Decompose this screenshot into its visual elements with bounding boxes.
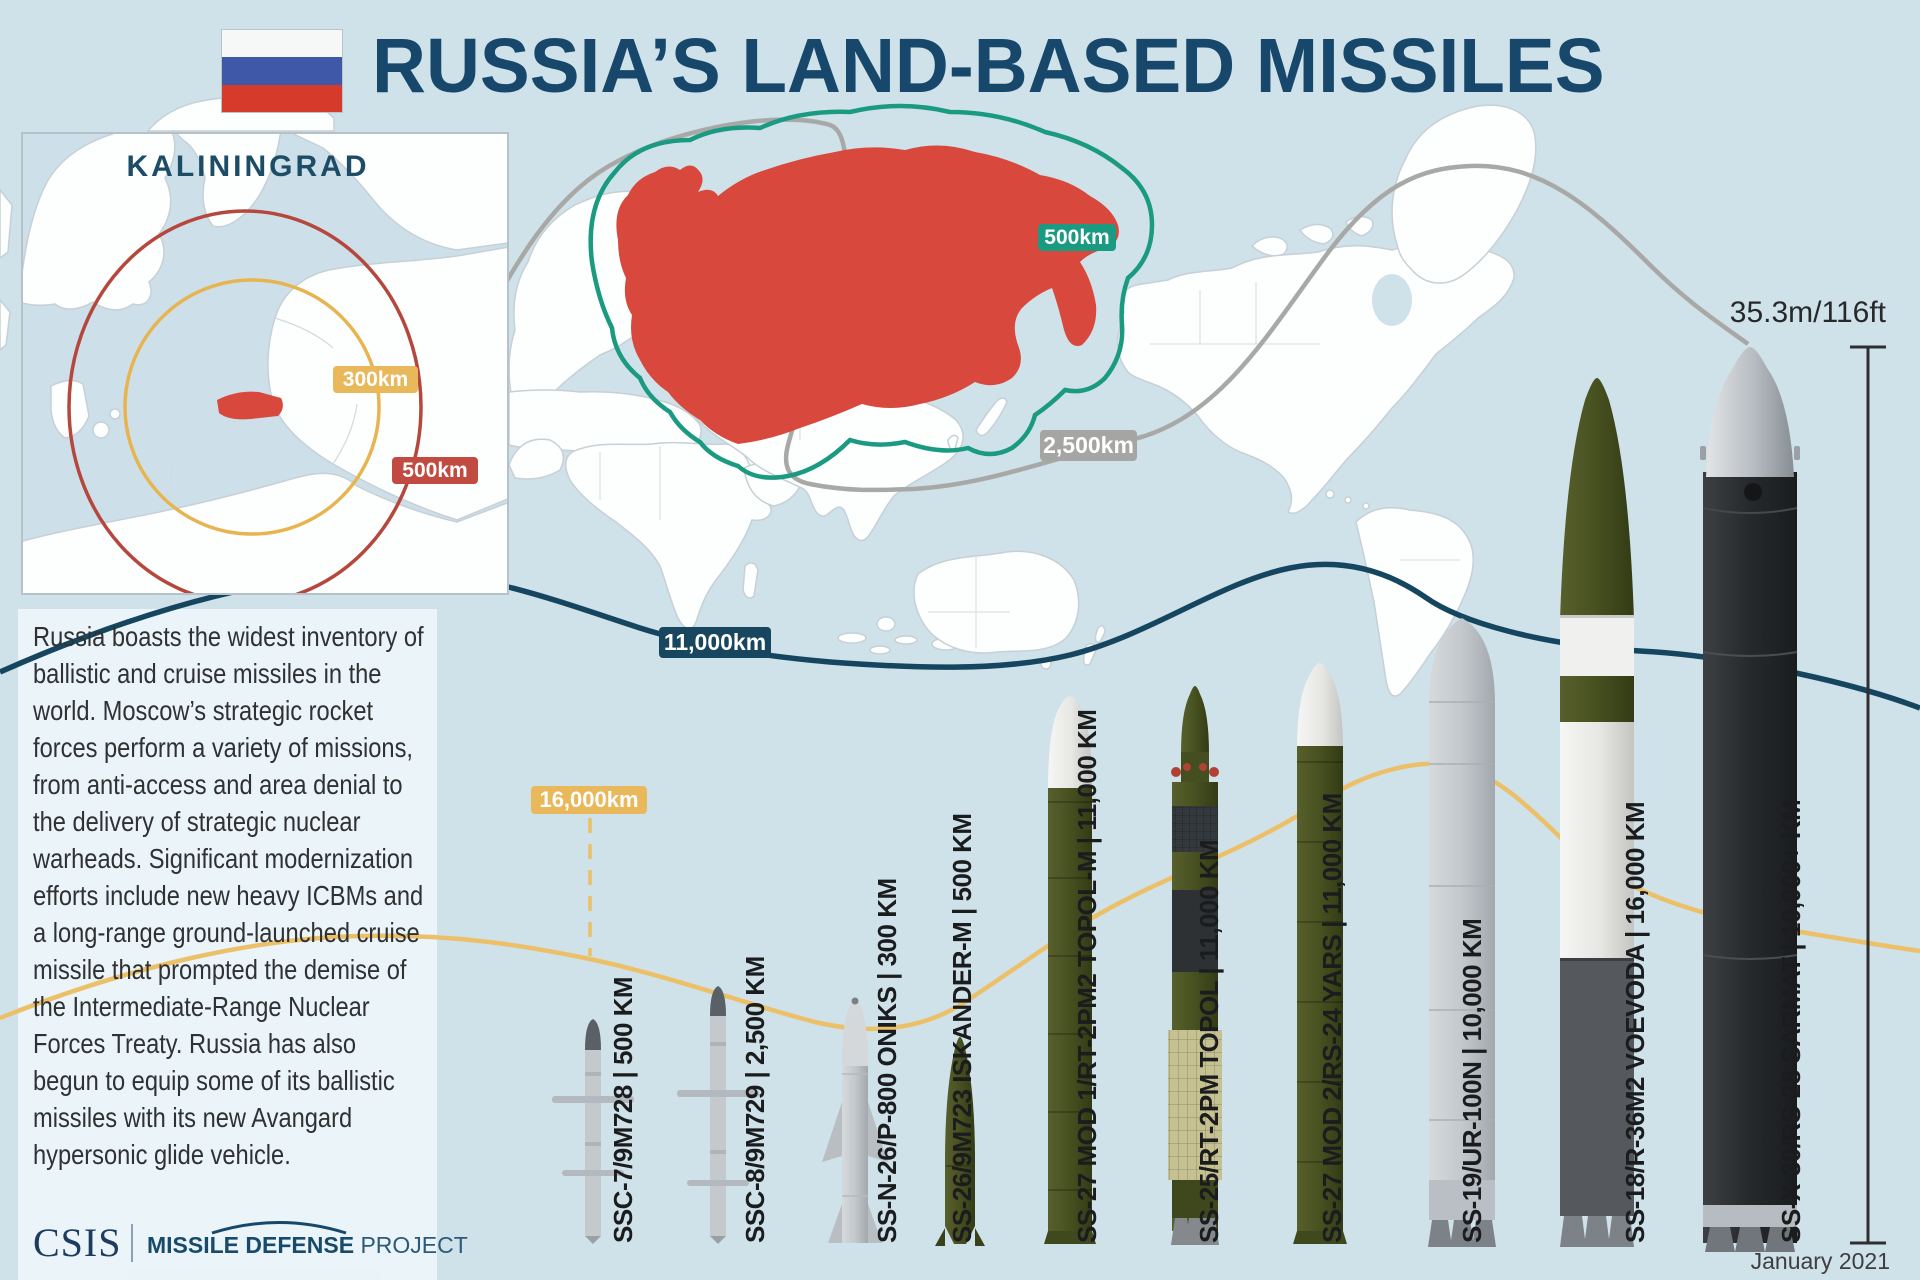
flag-blue-stripe xyxy=(222,57,342,85)
russia-landmass xyxy=(616,145,1119,445)
logo-project-light: PROJECT xyxy=(360,1232,468,1258)
inset-badge-300km: 300km xyxy=(333,366,418,393)
missile-label-ssc7: SSC-7/9M728 | 500 KM xyxy=(608,976,638,1243)
range-ring-500km xyxy=(588,103,1155,480)
map-badge-11000km: 11,000km xyxy=(659,627,771,658)
missile-iskander-illustration xyxy=(935,1037,985,1246)
missile-label-iskander: SS-26/9M723 ISKANDER-M | 500 KM xyxy=(947,813,977,1243)
missile-oniks-illustration xyxy=(822,997,888,1243)
continents xyxy=(0,95,1537,697)
missile-topolm-illustration xyxy=(1044,696,1096,1244)
map-badge-500km: 500km xyxy=(1038,224,1116,251)
missile-label-ssc8: SSC-8/9M729 | 2,500 KM xyxy=(740,956,770,1243)
missile-label-oniks: SS-N-26/P-800 ONIKS | 300 KM xyxy=(872,878,902,1243)
missile-label-voevoda: SS-18/R-36M2 VOEVODA | 16,000 KM xyxy=(1620,801,1650,1243)
missile-sarmat-illustration xyxy=(1700,347,1800,1252)
inset-title: KALININGRAD xyxy=(126,150,370,183)
missile-defense-project-logo: MISSILE DEFENSE PROJECT xyxy=(147,1232,468,1259)
missile-label-sarmat: SS-X-30/RS-28 SARMAT | 10,000+ KM xyxy=(1776,799,1806,1243)
logo-divider xyxy=(131,1224,133,1262)
missile-label-topolm: SS-27 MOD 1/RT-2PM2 TOPOL-M | 11,000 KM xyxy=(1072,709,1102,1243)
missile-topol-illustration xyxy=(1168,686,1222,1245)
missile-label-yars: SS-27 MOD 2/RS-24 YARS | 11,000 KM xyxy=(1317,793,1347,1243)
flag-white-stripe xyxy=(222,30,342,58)
missile-label-ss19: SS-19/UR-100N | 10,000 KM xyxy=(1457,918,1487,1243)
logo-project-bold: MISSILE DEFENSE xyxy=(147,1232,355,1258)
flag-red-stripe xyxy=(222,84,342,112)
date-label: January 2021 xyxy=(1750,1248,1890,1274)
kaliningrad-region xyxy=(217,391,283,420)
height-marker-label: 35.3m/116ft xyxy=(1729,296,1886,329)
missile-ssc8-illustration xyxy=(677,986,759,1244)
inset-ring-500km xyxy=(67,209,423,593)
country-borders xyxy=(599,282,1460,648)
missile-ssc7-illustration xyxy=(552,1019,634,1244)
kaliningrad-inset-svg xyxy=(23,134,507,593)
map-badge-2500km: 2,500km xyxy=(1040,430,1137,461)
missile-yars-illustration xyxy=(1293,663,1347,1244)
csis-logo: CSIS xyxy=(33,1220,122,1265)
range-ring-2500km xyxy=(467,117,1750,493)
height-measure-line xyxy=(1850,345,1886,1245)
missile-ss19-illustration xyxy=(1428,618,1496,1247)
inset-ring-300km xyxy=(123,278,381,536)
missile-voevoda-illustration xyxy=(1560,378,1634,1247)
page-title: RUSSIA’S LAND-BASED MISSILES xyxy=(372,23,1605,109)
hudson-bay xyxy=(1372,274,1412,326)
description-panel xyxy=(18,609,437,1280)
description-text: Russia boasts the widest inventory of ba… xyxy=(33,621,424,1170)
missile-label-topol: SS-25/RT-2PM TOPOL | 11,000 KM xyxy=(1194,839,1224,1243)
russia-flag-icon xyxy=(221,29,343,113)
inset-badge-500km: 500km xyxy=(392,457,478,484)
kaliningrad-inset-map xyxy=(21,132,509,595)
map-badge-16000km: 16,000km xyxy=(531,786,647,814)
logo-arc xyxy=(211,1221,347,1235)
